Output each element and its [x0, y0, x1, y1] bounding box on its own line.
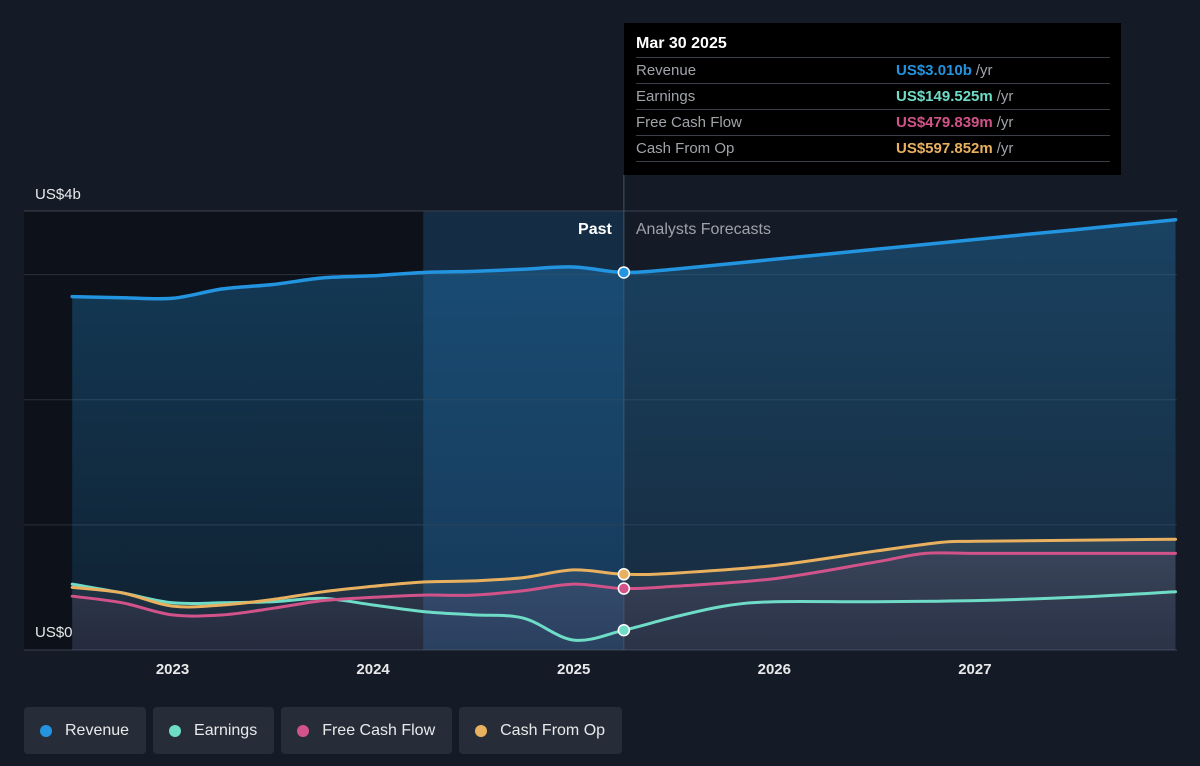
y-axis-label: US$0 — [35, 624, 73, 641]
tooltip-unit: /yr — [996, 114, 1014, 131]
free-cash-flow-line — [70, 551, 1177, 618]
legend-item-free-cash-flow[interactable]: Free Cash Flow — [281, 707, 453, 754]
revenue-line — [70, 218, 1178, 301]
y-axis-label: US$4b — [35, 186, 81, 203]
tooltip-unit: /yr — [975, 62, 993, 79]
x-axis-label: 2026 — [758, 661, 791, 678]
tooltip-value: US$479.839m — [896, 114, 993, 131]
legend-item-revenue[interactable]: Revenue — [24, 707, 147, 754]
legend-dot-icon — [297, 724, 310, 737]
legend-dot-icon — [40, 724, 52, 737]
legend-dot-icon — [475, 724, 488, 737]
legend-dot-icon — [169, 724, 182, 737]
tooltip-unit: /yr — [996, 140, 1014, 157]
earnings-line — [70, 582, 1177, 642]
legend-item-earnings[interactable]: Earnings — [153, 707, 275, 754]
tooltip-label: Earnings — [636, 88, 696, 105]
past-label: Past — [578, 221, 612, 238]
earnings-point — [617, 623, 631, 637]
tooltip-label: Free Cash Flow — [636, 114, 742, 131]
legend-label: Cash From Op — [500, 721, 606, 739]
tooltip-row-free-cash-flow: Free Cash Flow US$479.839m /yr — [636, 109, 1110, 135]
tooltip-value: US$3.010b — [896, 62, 972, 79]
legend-label: Free Cash Flow — [322, 721, 436, 739]
tooltip-label: Revenue — [636, 62, 697, 79]
tooltip: Mar 30 2025 Revenue US$3.010b /yr Earnin… — [624, 23, 1121, 175]
tooltip-label: Cash From Op — [636, 140, 735, 157]
legend: Revenue Earnings Free Cash Flow Cash Fro… — [24, 707, 623, 754]
tooltip-unit: /yr — [996, 88, 1014, 105]
forecast-label: Analysts Forecasts — [636, 221, 771, 238]
cash-from-op-point — [617, 568, 631, 581]
legend-label: Earnings — [194, 721, 258, 739]
legend-label: Revenue — [65, 721, 130, 739]
tooltip-value: US$149.525m — [896, 88, 993, 105]
tooltip-value: US$597.852m — [896, 140, 993, 157]
x-axis-label: 2025 — [557, 661, 590, 678]
tooltip-row-revenue: Revenue US$3.010b /yr — [636, 57, 1110, 83]
tooltip-date: Mar 30 2025 — [636, 35, 727, 52]
x-axis-label: 2023 — [156, 661, 189, 678]
cash-from-op-line — [70, 537, 1177, 609]
x-axis-label: 2024 — [356, 661, 390, 678]
x-axis-label: 2027 — [958, 661, 991, 678]
legend-item-cash-from-op[interactable]: Cash From Op — [459, 707, 623, 754]
chart-area: US$4b US$0 2023 2024 2025 2026 2027 Past Analyst… — [24, 175, 1178, 678]
free-cash-flow-point — [617, 582, 631, 595]
tooltip-row-earnings: Earnings US$149.525m /yr — [636, 83, 1110, 109]
revenue-point — [617, 266, 631, 279]
tooltip-row-cash-from-op: Cash From Op US$597.852m /yr — [636, 135, 1110, 162]
